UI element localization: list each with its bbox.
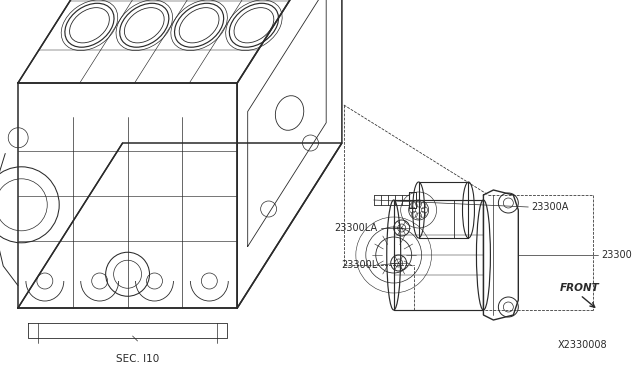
Text: 23300L: 23300L <box>342 260 378 270</box>
Text: SEC. I10: SEC. I10 <box>116 354 159 364</box>
Text: FRONT: FRONT <box>560 283 600 293</box>
Text: 23300LA: 23300LA <box>335 223 378 233</box>
Text: 23300A: 23300A <box>531 202 569 212</box>
Text: X2330008: X2330008 <box>558 340 608 350</box>
Text: 23300: 23300 <box>601 250 632 260</box>
